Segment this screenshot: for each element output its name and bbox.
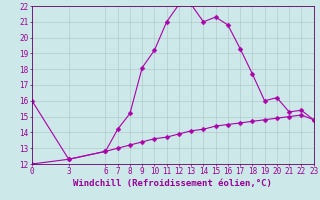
X-axis label: Windchill (Refroidissement éolien,°C): Windchill (Refroidissement éolien,°C) bbox=[73, 179, 272, 188]
